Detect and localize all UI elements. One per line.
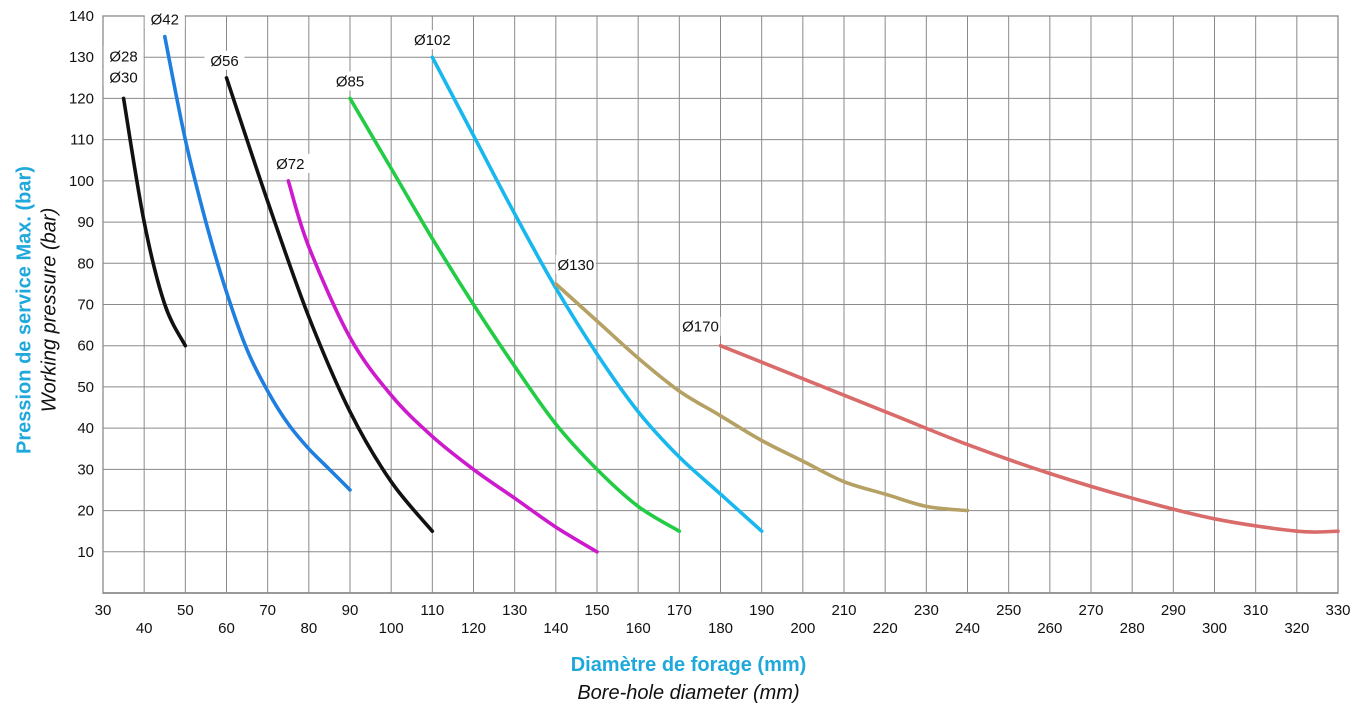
x-tick-label: 30 [95, 602, 112, 619]
x-tick-label: 50 [177, 602, 194, 619]
x-tick-label: 80 [300, 620, 317, 637]
series-label-extra: Ø28 [109, 48, 137, 65]
series-label-bg [103, 45, 144, 66]
x-tick-label: 300 [1202, 620, 1227, 637]
series-label-bg [680, 316, 721, 336]
y-tick-label: 70 [77, 297, 94, 314]
y-axis-title: Pression de service Max. (bar) [13, 166, 36, 454]
series-label-d72: Ø72 [276, 156, 304, 173]
x-tick-label: 290 [1161, 602, 1186, 619]
y-tick-label: 110 [70, 132, 94, 149]
series-line-d30 [121, 96, 188, 348]
y-axis-subtitle: Working pressure (bar) [38, 207, 61, 413]
x-tick-label: 130 [502, 602, 527, 619]
x-tick-label: 260 [1037, 620, 1062, 637]
x-tick-label: 110 [420, 602, 444, 619]
y-tick-label: 40 [77, 420, 94, 437]
series-label-bg [103, 67, 144, 87]
x-tick-label: 320 [1284, 620, 1309, 637]
y-tick-label: 20 [77, 503, 94, 520]
x-tick-label: 150 [584, 602, 609, 619]
series-line-d72 [286, 179, 599, 554]
x-tick-label: 270 [1078, 602, 1103, 619]
y-tick-label: 100 [69, 173, 94, 190]
series-label-d170: Ø170 [682, 319, 719, 336]
y-tick-label: 30 [77, 461, 94, 478]
series-labels: Ø30 Ø28 Ø42 Ø56 Ø72 Ø85 Ø102 Ø130 Ø170 [103, 9, 721, 336]
y-tick-label: 90 [77, 214, 94, 231]
x-tick-label: 60 [218, 620, 235, 637]
series-line-d85 [348, 96, 682, 533]
x-tick-label: 230 [914, 602, 939, 619]
series-line-d170 [718, 343, 1340, 534]
series-lines [121, 34, 1340, 554]
x-tick-label: 210 [831, 602, 856, 619]
x-tick-label: 310 [1243, 602, 1268, 619]
series-label-bg [330, 71, 370, 91]
y-tick-label: 80 [77, 255, 94, 272]
x-tick-label: 140 [543, 620, 568, 637]
x-tick-label: 40 [136, 620, 153, 637]
axis-ticks: 30 40 50 60 70 80 90 100 110 120 130 140 150 160 170 18… [69, 8, 1351, 637]
y-tick-label: 50 [77, 379, 94, 396]
x-tick-label: 240 [955, 620, 980, 637]
x-tick-label: 200 [790, 620, 815, 637]
series-line-d130 [554, 282, 970, 513]
x-tick-label: 250 [996, 602, 1021, 619]
y-tick-label: 10 [77, 544, 94, 561]
series-line-d42 [163, 34, 352, 492]
series-label-d42: Ø42 [151, 12, 179, 29]
series-label-d130: Ø130 [557, 257, 594, 274]
y-tick-label: 140 [69, 8, 94, 25]
x-tick-label: 90 [342, 602, 359, 619]
x-tick-label: 120 [461, 620, 486, 637]
x-tick-label: 220 [873, 620, 898, 637]
x-tick-label: 330 [1325, 602, 1350, 619]
x-tick-label: 180 [708, 620, 733, 637]
x-tick-label: 100 [379, 620, 404, 637]
series-label-bg [144, 9, 185, 29]
series-label-d102: Ø102 [414, 32, 451, 49]
x-axis-title: Diamètre de forage (mm) [570, 654, 807, 676]
series-line-d56 [224, 76, 435, 533]
x-tick-label: 190 [749, 602, 774, 619]
x-tick-label: 70 [259, 602, 276, 619]
x-tick-label: 160 [626, 620, 651, 637]
series-line-d102 [430, 55, 764, 533]
series-label-d56: Ø56 [210, 53, 238, 70]
series-label-bg [412, 30, 453, 50]
x-tick-label: 170 [667, 602, 692, 619]
series-label-bg [270, 153, 311, 173]
grid [102, 15, 1339, 594]
series-label-bg [204, 50, 245, 70]
series-label-d30: Ø30 [109, 69, 137, 86]
x-axis-subtitle: Bore-hole diameter (mm) [577, 682, 800, 704]
series-label-bg [555, 254, 596, 274]
y-tick-label: 130 [69, 49, 94, 66]
y-tick-label: 120 [69, 90, 94, 107]
series-label-d85: Ø85 [336, 73, 364, 90]
x-tick-label: 280 [1120, 620, 1145, 637]
y-tick-label: 60 [77, 338, 94, 355]
